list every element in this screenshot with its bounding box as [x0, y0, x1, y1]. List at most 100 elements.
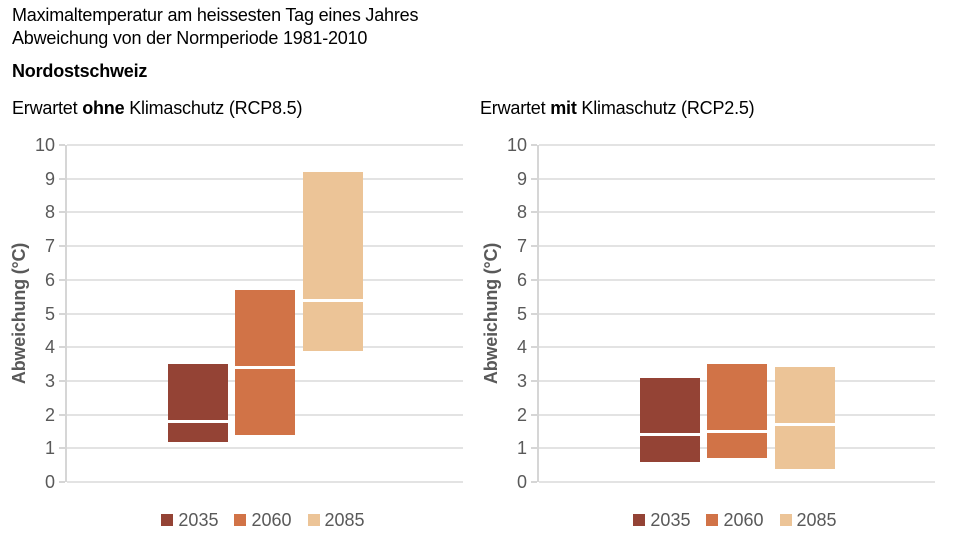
legend-item-2035: 2035 — [633, 510, 690, 531]
y-tick-mark — [59, 245, 65, 248]
legend-label-2035: 2035 — [650, 509, 691, 530]
y-tick-label: 1 — [516, 438, 527, 459]
y-tick-label: 3 — [44, 370, 55, 391]
median-line — [235, 365, 295, 369]
y-tick-mark — [59, 413, 65, 416]
legend-swatch-2060 — [234, 514, 247, 526]
subtitle-suffix: Klimaschutz (RCP2.5) — [576, 98, 755, 118]
y-tick-label: 2 — [44, 404, 55, 425]
median-line — [302, 298, 363, 302]
gridline — [539, 278, 935, 281]
gridline — [539, 177, 935, 180]
gridline — [67, 278, 463, 281]
y-tick-mark — [531, 379, 537, 382]
chart-panel-rcp25: Erwartet mit Klimaschutz (RCP2.5) Abweic… — [472, 92, 953, 543]
y-tick-label: 4 — [516, 337, 527, 358]
range-bar-2060 — [707, 364, 767, 459]
y-tick-mark — [59, 481, 65, 483]
plot-area — [537, 144, 935, 483]
legend-item-2085: 2085 — [307, 509, 365, 531]
gridline — [67, 144, 463, 146]
gridline — [539, 211, 935, 214]
median-line — [707, 429, 767, 433]
gridline — [67, 447, 463, 450]
y-tick-label: 6 — [44, 269, 55, 290]
gridline — [67, 245, 463, 248]
y-tick-mark — [59, 312, 65, 315]
y-tick-mark — [59, 447, 65, 450]
y-tick-label: 8 — [44, 202, 55, 223]
y-tick-label: 0 — [44, 472, 55, 492]
y-tick-mark — [59, 177, 65, 180]
y-tick-label: 10 — [506, 135, 527, 155]
y-tick-label: 1 — [44, 438, 55, 459]
legend-item-2085: 2085 — [779, 509, 837, 531]
y-tick-label: 7 — [516, 236, 527, 257]
y-tick-mark — [531, 312, 537, 315]
chart-subtitle-rcp85: Erwartet ohne Klimaschutz (RCP8.5) — [12, 98, 302, 119]
legend-label-2085: 2085 — [324, 509, 365, 530]
y-tick-label: 8 — [516, 202, 527, 223]
y-tick-mark — [59, 346, 65, 349]
y-tick-label: 0 — [516, 472, 527, 492]
y-tick-label: 5 — [44, 303, 55, 324]
gridline — [539, 481, 935, 483]
y-tick-mark — [531, 144, 537, 146]
chart-title-line2: Abweichung von der Normperiode 1981-2010 — [12, 28, 368, 48]
median-line — [167, 419, 228, 423]
y-tick-label: 2 — [516, 404, 527, 425]
y-tick-label: 9 — [516, 168, 527, 189]
y-tick-mark — [59, 379, 65, 382]
legend: 2035 2060 2085 — [537, 507, 933, 533]
range-bar-2035 — [167, 364, 228, 442]
y-tick-mark — [531, 177, 537, 180]
y-tick-mark — [531, 346, 537, 349]
legend-swatch-2035 — [161, 514, 174, 526]
median-line — [639, 433, 700, 437]
y-tick-label: 6 — [516, 269, 527, 290]
gridline — [539, 346, 935, 349]
chart-subtitle-rcp25: Erwartet mit Klimaschutz (RCP2.5) — [480, 98, 755, 119]
range-bar-2085 — [774, 367, 835, 469]
y-tick-label: 5 — [516, 303, 527, 324]
legend-swatch-2035 — [633, 514, 646, 526]
y-tick-mark — [59, 211, 65, 214]
range-bar-2060 — [235, 289, 295, 435]
subtitle-suffix: Klimaschutz (RCP8.5) — [124, 98, 303, 118]
y-tick-mark — [531, 211, 537, 214]
gridline — [67, 211, 463, 214]
chart-panel-rcp85: Erwartet ohne Klimaschutz (RCP8.5) Abwei… — [0, 92, 476, 543]
legend-swatch-2085 — [779, 514, 792, 526]
y-tick-label: 9 — [44, 168, 55, 189]
y-tick-mark — [59, 144, 65, 146]
y-tick-mark — [531, 447, 537, 450]
y-tick-mark — [531, 413, 537, 416]
y-tick-mark — [531, 245, 537, 248]
legend-label-2060: 2060 — [251, 509, 292, 530]
chart-title-line1: Maximaltemperatur am heissesten Tag eine… — [12, 5, 419, 25]
legend: 2035 2060 2085 — [65, 507, 461, 533]
y-tick-mark — [531, 278, 537, 281]
y-tick-mark — [531, 481, 537, 483]
range-bar-2035 — [639, 377, 700, 462]
legend-swatch-2085 — [307, 514, 320, 526]
y-tick-label: 4 — [44, 337, 55, 358]
legend-label-2085: 2085 — [796, 509, 837, 530]
legend-item-2035: 2035 — [161, 510, 218, 531]
gridline — [539, 245, 935, 248]
gridline — [539, 144, 935, 146]
median-line — [774, 423, 835, 427]
region-title: Nordostschweiz — [12, 61, 148, 81]
y-tick-mark — [59, 278, 65, 281]
gridline — [67, 481, 463, 483]
plot-area — [65, 144, 463, 483]
gridline — [539, 312, 935, 315]
y-tick-label: 7 — [44, 236, 55, 257]
y-tick-label: 3 — [516, 370, 527, 391]
range-bar-2085 — [302, 171, 363, 351]
subtitle-emphasis: mit — [550, 98, 577, 118]
subtitle-prefix: Erwartet — [480, 98, 551, 118]
legend-label-2060: 2060 — [723, 509, 764, 530]
legend-label-2035: 2035 — [178, 509, 219, 530]
legend-item-2060: 2060 — [706, 509, 764, 531]
